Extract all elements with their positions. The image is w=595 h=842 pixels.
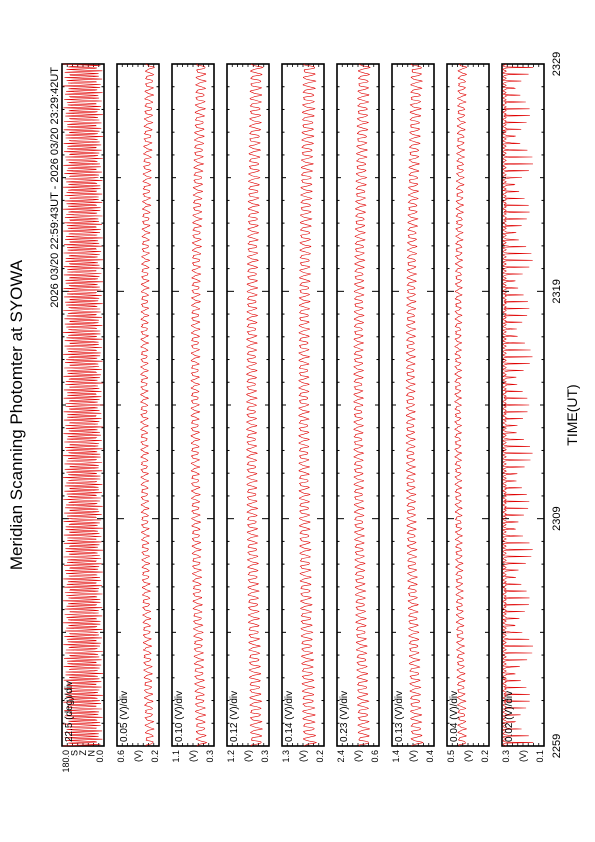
panel-unit-label: (V) [298,750,308,762]
y-tick-label: 0.2 [480,750,490,763]
panel-scale-label: 0.04 (V)/div [449,691,460,742]
y-tick-label: 180.0 [61,750,71,773]
series-trace [190,63,208,747]
y-tick-label: 2.4 [336,750,346,763]
panel-5: 0.14 (V)/div 1.3 0.2 (V) [281,63,325,763]
series-trace [454,63,468,747]
series-trace [298,63,318,747]
panel-unit-label: (V) [188,750,198,762]
y-tick-label: 0.4 [425,750,435,763]
y-tick-label: 0.3 [205,750,215,763]
y-tick-label: Z [78,750,88,756]
y-tick-label: 0.1 [535,750,545,763]
series-trace [353,63,371,747]
y-tick-label: 0.5 [446,750,456,763]
x-tick-label: 2259 [551,734,563,758]
y-tick-label: 0.2 [150,750,160,763]
y-tick-label: 0.2 [315,750,325,763]
series-trace [62,63,104,747]
panel-2: 0.05 (V)/div 0.6 0.2 (V) [116,63,160,763]
series-trace [140,63,156,747]
time-range-label: 2026 03/20 22:59:43UT - 2026 03/20 23:29… [49,67,61,308]
x-tick-label: 2329 [551,52,563,76]
panel-6: 0.23 (V)/div 2.4 0.6 (V) [336,63,380,763]
chart-title: Meridian Scanning Photomter at SYOWA [7,259,26,570]
series-trace [246,63,264,747]
panel-scale-label: 0.23 (V)/div [339,691,350,742]
x-axis-label: TIME(UT) [564,384,580,445]
panel-unit-label: (V) [353,750,363,762]
panel-scale-label: 0.05 (V)/div [119,691,130,742]
y-tick-label: 1.1 [171,750,181,763]
x-tick-label: 2319 [551,279,563,303]
y-tick-label: 1.4 [391,750,401,763]
panel-unit-label: (V) [133,750,143,762]
y-tick-label: 0.6 [370,750,380,763]
panel-unit-label: (V) [243,750,253,762]
y-tick-label: 1.2 [226,750,236,763]
y-tick-label: S [70,750,80,756]
y-tick-label: 0.3 [501,750,511,763]
y-tick-label: N [87,750,97,757]
panel-7: 0.13 (V)/div 1.4 0.4 (V) [391,63,435,763]
y-tick-label: 1.3 [281,750,291,763]
panel-8: 0.04 (V)/div 0.5 0.2 (V) [446,63,490,763]
panel-unit-label: (V) [463,750,473,762]
panel-frame [391,63,435,747]
panel-scale-label: 0.02 (V)/div [504,691,515,742]
series-trace [405,63,424,747]
series-trace [501,63,534,747]
y-tick-label: 0.0 [95,750,105,763]
panel-scale-label: 0.14 (V)/div [284,691,295,742]
panel-frame [446,63,490,747]
panel-scale-label: 0.13 (V)/div [394,691,405,742]
panel-4: 0.12 (V)/div 1.2 0.3 (V) [226,63,270,763]
panel-9: 0.02 (V)/div 0.3 0.1 (V) [501,63,545,763]
panel-unit-label: (V) [408,750,418,762]
y-tick-label: 0.6 [116,750,126,763]
panel-unit-label: (V) [518,750,528,762]
panel-scale-label: 22.5 (deg)/div [64,681,75,742]
panel-frame [226,63,270,747]
x-tick-labels: 2259 2309 2319 2329 [551,52,563,758]
panel-3: 0.10 (V)/div 1.1 0.3 (V) [171,63,215,763]
panel-scale-label: 0.10 (V)/div [174,691,185,742]
x-tick-label: 2309 [551,506,563,530]
panel-frame [116,63,160,747]
y-tick-label: 0.3 [260,750,270,763]
panel-scale-label: 0.12 (V)/div [229,691,240,742]
panel-frame [171,63,215,747]
